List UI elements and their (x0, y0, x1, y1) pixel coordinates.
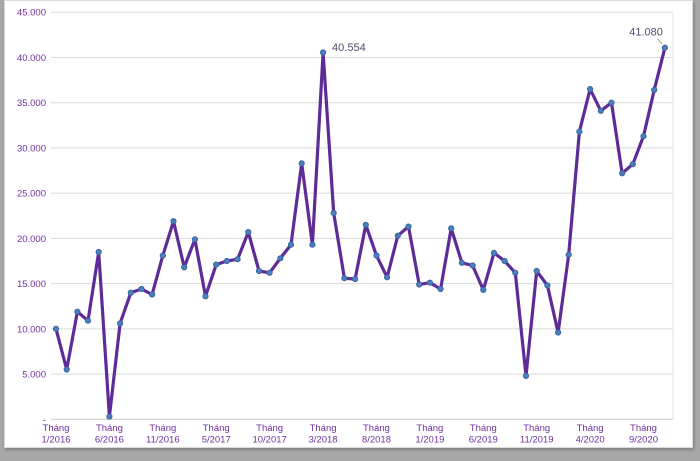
x-axis-label: Tháng 11/2016 (146, 423, 180, 446)
data-point-marker (576, 128, 583, 135)
data-point-marker (458, 259, 465, 266)
data-point-marker (587, 86, 594, 93)
data-point-marker (330, 210, 337, 217)
data-point-marker (202, 293, 209, 300)
data-point-marker (597, 107, 604, 114)
data-point-marker (608, 99, 615, 106)
data-point-marker (640, 133, 647, 140)
data-point-marker (170, 218, 177, 225)
data-point-marker (277, 255, 284, 262)
y-axis-label: 30.000 (17, 143, 46, 154)
data-point-marker (52, 325, 60, 332)
chart-card: 45.000 40.000 35.000 30.000 25.000 20.000 15.0… (4, 0, 693, 448)
data-point-marker (159, 252, 166, 259)
data-point-marker (362, 221, 369, 228)
x-axis-label: Tháng 1/2016 (41, 423, 70, 446)
data-point-marker (191, 236, 198, 243)
x-axis-label: Tháng 6/2016 (95, 423, 124, 446)
data-point-marker (416, 281, 423, 288)
data-point-marker (287, 241, 295, 248)
data-point-marker (512, 269, 519, 276)
data-point-marker (341, 275, 348, 282)
x-axis-label: Tháng 1/2019 (415, 423, 444, 446)
data-point-marker (213, 261, 220, 268)
data-point-marker (555, 329, 562, 336)
data-point-marker (384, 274, 391, 281)
data-label: 40.554 (332, 42, 366, 54)
data-label-leader-line (657, 38, 663, 45)
x-axis-label: Tháng 11/2019 (520, 423, 554, 446)
data-point-marker (84, 317, 92, 324)
line-chart: 45.000 40.000 35.000 30.000 25.000 20.000 15.0… (17, 8, 674, 446)
y-axis-label: 40.000 (17, 53, 46, 64)
x-axis-label: Tháng 6/2019 (469, 423, 498, 446)
data-point-marker (629, 161, 636, 168)
data-point-marker (405, 223, 412, 230)
data-label: 41.080 (629, 27, 663, 39)
x-axis-label: Tháng 4/2020 (576, 423, 605, 446)
x-axis-label: Tháng 8/2018 (362, 423, 391, 446)
data-point-marker (373, 252, 380, 259)
y-axis-label: 15.000 (17, 279, 46, 290)
data-point-marker (394, 232, 401, 239)
data-point-marker (352, 276, 359, 283)
data-point-marker (117, 320, 124, 327)
series-line (54, 46, 667, 419)
data-point-marker (522, 372, 530, 379)
data-point-marker (298, 160, 305, 167)
data-point-marker (490, 249, 498, 256)
data-point-marker (426, 279, 433, 286)
x-axis-label: Tháng 3/2018 (309, 423, 338, 446)
data-point-marker (320, 49, 327, 56)
y-axis-label: - (43, 415, 46, 426)
y-axis-label: 20.000 (17, 234, 46, 245)
y-axis-label: 35.000 (17, 98, 46, 109)
data-point-marker (234, 256, 241, 263)
data-point-marker (95, 248, 102, 256)
x-axis-label: Tháng 10/2017 (252, 423, 286, 446)
data-point-marker (437, 285, 444, 293)
data-point-marker (501, 257, 508, 265)
x-axis-label: Tháng 9/2020 (629, 423, 658, 446)
data-point-marker (544, 282, 551, 289)
data-point-marker (106, 413, 113, 420)
data-point-marker (74, 308, 81, 315)
data-point-marker (619, 170, 626, 177)
data-point-marker (181, 264, 188, 271)
data-point-marker (480, 286, 487, 293)
data-point-marker (223, 257, 230, 265)
x-axis-label: Tháng 5/2017 (202, 423, 231, 446)
data-point-marker (266, 269, 273, 276)
data-point-marker (245, 229, 252, 236)
data-point-marker (469, 262, 476, 269)
data-point-marker (651, 86, 658, 94)
data-point-marker (138, 285, 145, 293)
data-point-marker (255, 267, 263, 275)
y-axis-label: 45.000 (17, 8, 46, 19)
y-axis-label: 10.000 (17, 324, 46, 335)
data-point-marker (149, 291, 156, 298)
data-point-marker (127, 289, 134, 296)
data-point-marker (63, 366, 70, 373)
data-point-marker (448, 225, 455, 232)
data-point-marker (309, 241, 316, 248)
data-point-marker (533, 267, 540, 275)
y-axis-label: 5.000 (22, 370, 46, 381)
data-point-marker (661, 44, 669, 51)
y-axis-label: 25.000 (17, 189, 46, 200)
data-point-marker (565, 251, 572, 258)
